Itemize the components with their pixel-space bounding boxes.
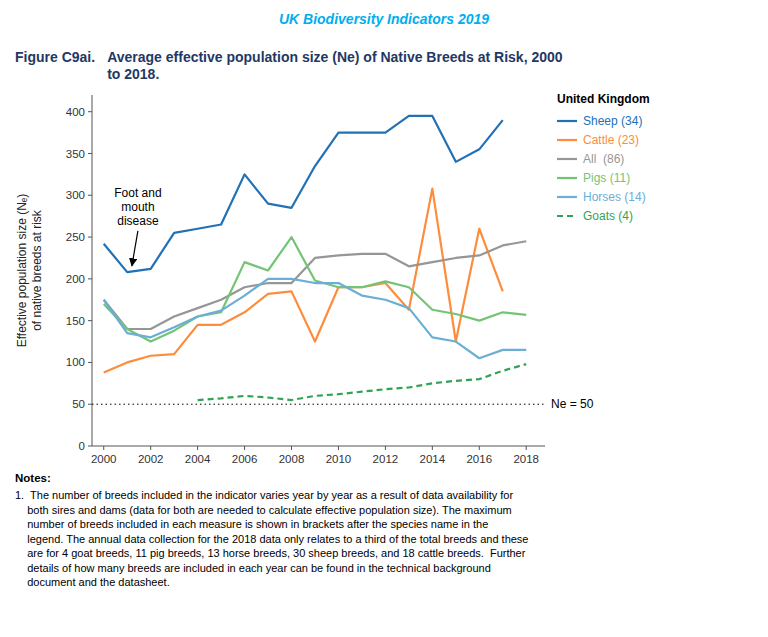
legend-entry: Horses (14)	[583, 190, 646, 204]
y-tick	[88, 320, 92, 321]
annotation: Foot andmouthdisease	[114, 186, 161, 228]
x-tick	[291, 446, 292, 450]
y-tick-label: 350	[66, 148, 85, 160]
x-tick-label: 2006	[232, 453, 258, 465]
x-tick	[526, 446, 527, 450]
y-tick	[88, 446, 92, 447]
x-tick-label: 2012	[373, 453, 399, 465]
legend-title: United Kingdom	[557, 92, 650, 106]
x-tick	[432, 446, 433, 450]
y-tick-label: 200	[66, 273, 85, 285]
y-tick-label: 400	[66, 106, 85, 118]
chart: UK Biodiversity Indicators 2019 Figure C9…	[0, 0, 768, 637]
plot-area	[92, 116, 545, 404]
x-tick-label: 2014	[420, 453, 446, 465]
title-line: to 2018.	[107, 66, 159, 82]
x-tick-label: 2008	[279, 453, 305, 465]
x-tick	[150, 446, 151, 450]
y-tick-label: 300	[66, 189, 85, 201]
legend-swatch	[557, 158, 577, 160]
y-tick	[88, 278, 92, 279]
series-line	[104, 116, 503, 272]
legend-swatch	[557, 177, 577, 179]
notes-line: 1. The number of breeds included in the …	[15, 489, 513, 501]
x-tick	[103, 446, 104, 450]
notes: 1. The number of breeds included in the …	[15, 489, 528, 588]
legend-swatch	[557, 196, 577, 198]
reference-label: Ne = 50	[551, 397, 594, 411]
legend: United Kingdom Sheep (34) Cattle (23) All (…	[557, 92, 650, 223]
series-line	[198, 364, 527, 400]
y-axis-label-line: Effective population size (Nₑ)	[15, 194, 29, 348]
legend-entry: Goats (4)	[583, 209, 633, 223]
legend-entry: All (86)	[583, 152, 624, 166]
annotation-line: mouth	[121, 200, 154, 214]
header: UK Biodiversity Indicators 2019	[279, 11, 489, 27]
x-tick	[197, 446, 198, 450]
x-axis-line	[92, 446, 545, 447]
legend-swatch	[557, 215, 577, 217]
reference-line	[92, 404, 545, 405]
notes-line: document and the datasheet.	[15, 576, 170, 588]
x-tick-label: 2000	[91, 453, 117, 465]
x-tick	[385, 446, 386, 450]
legend-entry: Pigs (11)	[583, 171, 630, 185]
y-tick	[88, 362, 92, 363]
figure-label: Figure C9ai.	[15, 49, 95, 65]
y-tick-label: 0	[79, 440, 85, 452]
title-line: Average effective population size (Ne) o…	[107, 49, 563, 65]
y-tick-label: 100	[66, 356, 85, 368]
y-tick	[88, 111, 92, 112]
notes-line: number of breeds included in each measur…	[15, 518, 488, 530]
y-tick-label: 150	[66, 315, 85, 327]
y-tick	[88, 153, 92, 154]
y-axis-line	[92, 95, 93, 446]
x-tick	[244, 446, 245, 450]
series-line	[104, 237, 526, 341]
legend-entry: Cattle (23)	[583, 133, 639, 147]
x-tick-label: 2016	[466, 453, 492, 465]
x-tick-label: 2018	[513, 453, 539, 465]
x-tick-label: 2010	[326, 453, 352, 465]
annotation-arrow	[132, 231, 138, 266]
annotation-line: Foot and	[114, 186, 161, 200]
x-tick-label: 2002	[138, 453, 164, 465]
series-line	[104, 279, 526, 358]
x-tick	[338, 446, 339, 450]
x-tick-label: 2004	[185, 453, 211, 465]
notes-line: are for 4 goat breeds, 11 pig breeds, 13…	[15, 547, 526, 559]
y-axis-label-line: of native breeds at risk	[30, 209, 44, 331]
notes-line: details of how many breeds are included …	[15, 562, 491, 574]
x-tick	[479, 446, 480, 450]
y-tick-label: 50	[72, 398, 85, 410]
y-axis-label: Effective population size (Nₑ)of native …	[15, 194, 44, 348]
annotation-line: disease	[117, 214, 159, 228]
notes-line: legend. The annual data collection for t…	[15, 533, 528, 545]
title: Average effective population size (Ne) o…	[107, 49, 563, 82]
legend-swatch	[557, 120, 577, 122]
notes-line: both sires and dams (data for both are n…	[15, 504, 512, 516]
y-tick	[88, 404, 92, 405]
legend-entry: Sheep (34)	[583, 114, 642, 128]
y-tick	[88, 195, 92, 196]
y-tick	[88, 237, 92, 238]
y-tick-label: 250	[66, 231, 85, 243]
notes-title: Notes:	[15, 472, 51, 484]
axes: 2000200220042006200820102012201420162018…	[66, 95, 545, 465]
legend-swatch	[557, 139, 577, 141]
